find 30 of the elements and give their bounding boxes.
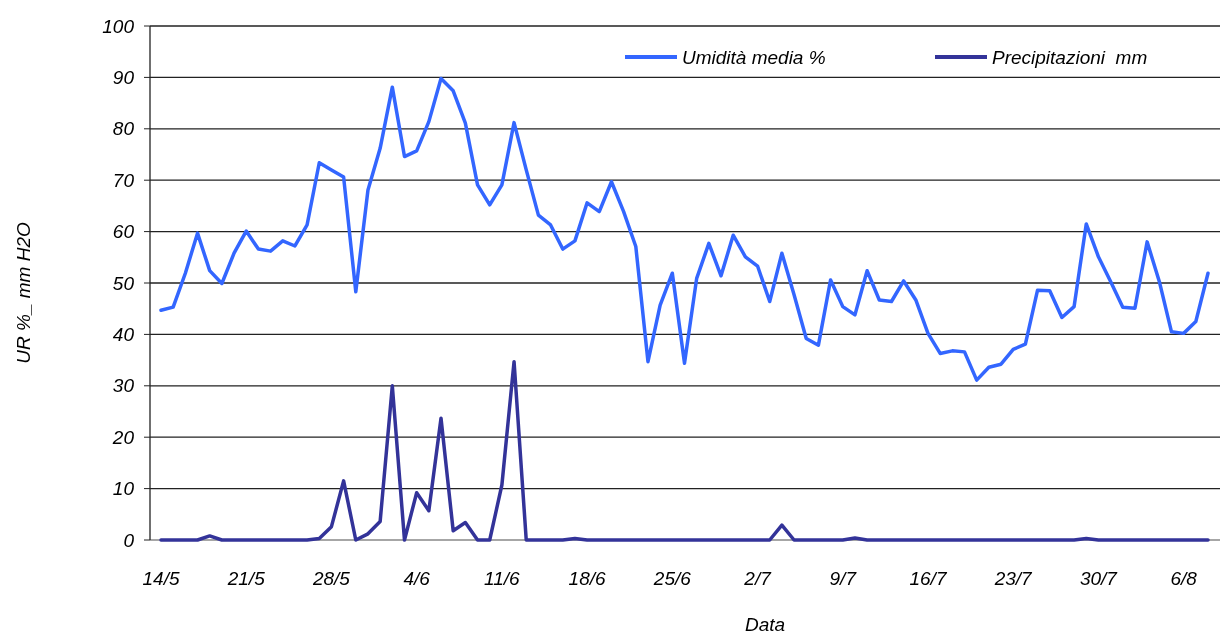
legend-label: Umidità media % xyxy=(682,46,826,68)
y-tick-label: 70 xyxy=(112,169,135,191)
y-tick-label: 60 xyxy=(112,221,135,243)
x-tick-label: 2/7 xyxy=(743,568,773,589)
x-tick-label: 4/6 xyxy=(403,568,431,589)
y-axis-title: UR %_ mm H2O xyxy=(13,222,34,364)
x-tick-label: 23/7 xyxy=(993,568,1034,589)
x-tick-label: 11/6 xyxy=(484,568,521,589)
y-tick-label: 30 xyxy=(112,375,135,397)
y-tick-label: 0 xyxy=(123,529,135,551)
y-tick-label: 20 xyxy=(111,426,135,448)
y-tick-label: 40 xyxy=(112,324,135,346)
line-series xyxy=(159,359,1210,542)
x-tick-label: 28/5 xyxy=(311,568,351,589)
legend-label: Precipitazioni mm xyxy=(992,46,1148,68)
y-tick-label: 50 xyxy=(112,272,135,294)
y-tick-label: 100 xyxy=(102,15,135,37)
y-tick-label: 10 xyxy=(112,478,135,500)
x-tick-label: 14/5 xyxy=(142,568,180,589)
x-tick-label: 21/5 xyxy=(226,568,266,589)
x-axis-title: Data xyxy=(744,614,786,635)
x-tick-label: 6/8 xyxy=(1170,568,1198,589)
y-tick-label: 80 xyxy=(112,118,135,140)
x-tick-label: 9/7 xyxy=(829,568,858,589)
x-tick-label: 16/7 xyxy=(909,568,948,589)
y-tick-label: 90 xyxy=(112,67,135,89)
line-series xyxy=(159,76,1210,382)
x-tick-label: 25/6 xyxy=(652,568,692,589)
x-tick-label: 18/6 xyxy=(568,568,607,589)
x-tick-label: 30/7 xyxy=(1079,568,1119,589)
